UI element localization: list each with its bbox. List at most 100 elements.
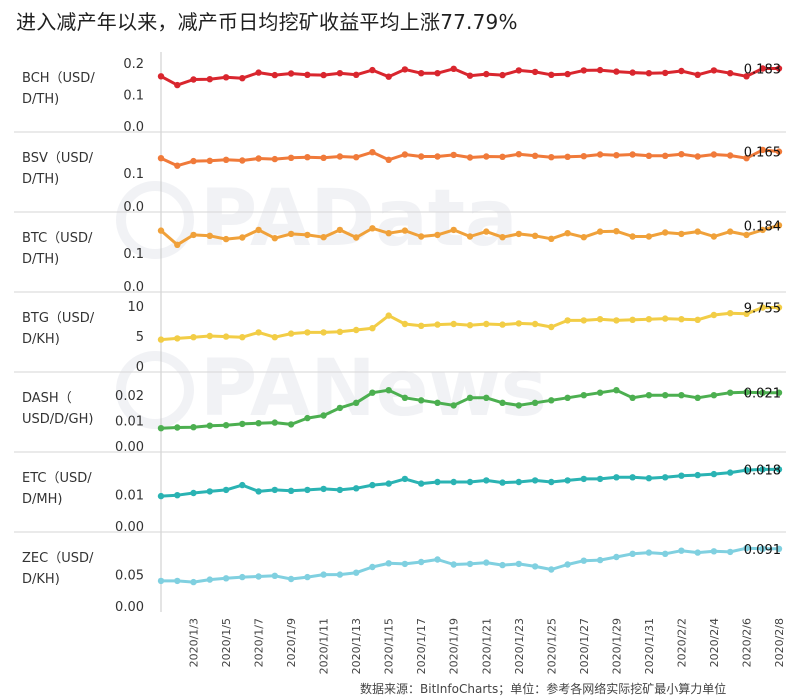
- data-point-zec: [548, 566, 555, 573]
- data-point-btg: [564, 317, 571, 324]
- data-point-etc: [304, 486, 311, 494]
- y-tick-label: 0.1: [123, 89, 144, 104]
- data-point-btg: [613, 317, 620, 324]
- data-point-bsv: [450, 151, 457, 159]
- data-point-bch: [466, 72, 474, 79]
- data-point-etc: [531, 477, 539, 484]
- data-point-dash: [645, 392, 653, 399]
- data-point-zec: [694, 549, 701, 556]
- data-point-bch: [304, 71, 311, 79]
- last-value-label-btg: 9.755: [744, 301, 781, 316]
- x-tick-label: 2020/1/31: [643, 618, 656, 674]
- watermark-text: PAData: [200, 174, 518, 264]
- data-point-bsv: [369, 149, 376, 156]
- data-point-btc: [710, 233, 718, 240]
- data-point-etc: [548, 478, 555, 486]
- y-tick-label: 0: [136, 360, 144, 375]
- data-point-btc: [662, 229, 669, 236]
- data-point-dash: [304, 414, 311, 422]
- data-point-btg: [206, 332, 213, 340]
- data-point-btg: [629, 316, 636, 323]
- data-point-bch: [206, 76, 213, 83]
- x-tick-label: 2020/1/17: [415, 618, 428, 674]
- data-point-dash: [353, 399, 360, 406]
- data-point-zec: [678, 547, 685, 554]
- data-point-bch: [483, 70, 490, 78]
- data-point-zec: [499, 561, 506, 569]
- data-point-zec: [401, 560, 409, 568]
- data-point-bsv: [580, 153, 587, 160]
- data-point-zec: [157, 577, 165, 585]
- data-point-zec: [629, 550, 636, 557]
- data-point-dash: [596, 389, 604, 396]
- data-point-dash: [157, 425, 165, 432]
- y-tick-label: 0.0: [123, 120, 144, 135]
- data-point-dash: [564, 394, 571, 401]
- x-tick-label: 2020/2/2: [675, 618, 688, 667]
- data-point-btg: [304, 329, 311, 336]
- data-point-btg: [336, 328, 344, 335]
- data-point-zec: [743, 545, 750, 552]
- data-point-dash: [222, 422, 230, 429]
- data-point-etc: [385, 480, 392, 487]
- data-point-etc: [775, 466, 783, 473]
- data-point-bch: [450, 65, 457, 73]
- data-point-btc: [548, 235, 555, 242]
- data-point-btg: [255, 329, 262, 336]
- data-point-btc: [190, 231, 197, 239]
- data-point-zec: [645, 549, 653, 556]
- data-point-zec: [515, 560, 522, 568]
- y-tick-label: 0.0: [123, 280, 144, 295]
- data-point-btg: [483, 320, 490, 328]
- data-point-btg: [434, 321, 441, 328]
- data-point-bsv: [271, 155, 278, 163]
- data-point-btc: [564, 230, 571, 237]
- data-point-bch: [336, 70, 344, 77]
- data-point-btg: [239, 334, 246, 341]
- data-point-bch: [385, 73, 392, 80]
- data-point-etc: [678, 472, 685, 479]
- x-tick-label: 2020/1/23: [513, 618, 526, 674]
- y-tick-label: 0.1: [123, 247, 144, 262]
- panel-etc: ETC（USD/D/MH) 0.01 0.00 0.018: [14, 463, 786, 535]
- x-tick-label: 2020/1/7: [253, 618, 266, 667]
- data-point-etc: [564, 477, 571, 484]
- y-tick-label: 0.01: [115, 489, 144, 504]
- panel-bsv: BSV（USD/D/TH) 0.1 0.0 0.165: [14, 146, 786, 215]
- data-point-bsv: [759, 146, 766, 154]
- data-point-etc: [743, 466, 750, 474]
- y-tick-label: 0.02: [115, 389, 144, 404]
- x-tick-label: 2020/1/11: [318, 618, 331, 674]
- data-point-btg: [418, 322, 425, 329]
- data-point-btg: [190, 334, 197, 341]
- data-point-bch: [629, 69, 636, 76]
- data-point-btc: [157, 227, 165, 234]
- data-point-etc: [645, 475, 653, 482]
- data-point-bsv: [385, 156, 392, 163]
- data-point-zec: [271, 572, 278, 579]
- data-point-dash: [629, 394, 636, 401]
- data-point-bch: [369, 66, 376, 74]
- data-point-bch: [580, 67, 587, 74]
- data-point-dash: [678, 392, 685, 399]
- y-tick-label: 0.00: [115, 520, 144, 535]
- data-point-zec: [222, 575, 230, 582]
- data-source-note: 数据来源：BitInfoCharts；单位：参考各网络实际挖矿最小算力单位: [360, 682, 727, 696]
- data-point-etc: [401, 475, 409, 483]
- data-point-bch: [239, 75, 246, 82]
- data-point-bch: [499, 71, 506, 79]
- data-point-etc: [613, 474, 620, 481]
- data-point-dash: [190, 424, 197, 431]
- data-point-bsv: [336, 153, 344, 160]
- data-point-bch: [727, 70, 734, 77]
- data-point-zec: [320, 571, 327, 578]
- data-point-bsv: [483, 153, 490, 160]
- data-point-btg: [320, 329, 327, 336]
- data-point-bch: [320, 71, 327, 79]
- data-point-etc: [336, 486, 344, 494]
- data-point-dash: [385, 387, 392, 394]
- data-point-dash: [369, 389, 376, 396]
- data-point-bch: [222, 74, 230, 81]
- data-point-btg: [450, 320, 457, 328]
- panel-dash: DASH（ USD/D/GH) 0.02 0.01 0.00 0.021: [14, 387, 786, 455]
